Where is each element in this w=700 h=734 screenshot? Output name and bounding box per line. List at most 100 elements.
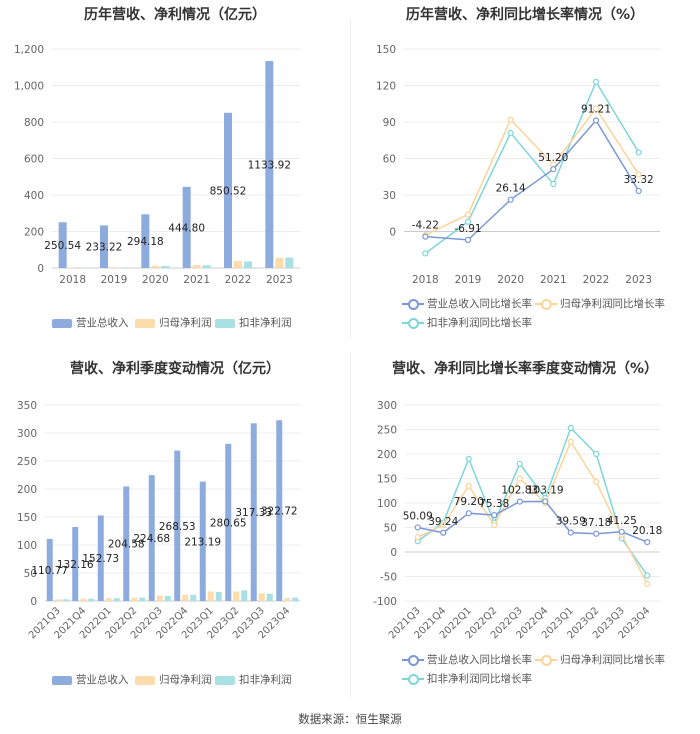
bar-deducted-profit <box>88 598 95 601</box>
point-deducted-profit-growth <box>592 78 600 85</box>
point-net-profit-growth <box>644 580 651 587</box>
y-tick-label: 60 <box>383 154 396 166</box>
y-tick-label: 100 <box>377 498 397 510</box>
y-tick-label: 150 <box>376 44 396 56</box>
data-label: 1133.92 <box>248 160 291 172</box>
legend-item-deducted-profit[interactable]: 扣非净利润 <box>215 315 292 330</box>
legend-label: 归母净利润 <box>159 317 212 329</box>
panel-divider-bottom <box>350 352 351 697</box>
bar-deducted-profit <box>164 595 171 601</box>
point-net-profit-growth <box>567 438 574 445</box>
bar-net-profit <box>284 598 291 601</box>
bar-net-profit <box>258 593 265 601</box>
bar-net-profit <box>105 598 112 601</box>
data-label: 50.09 <box>403 510 433 522</box>
bar-revenue <box>182 186 191 268</box>
x-tick-label: 2023 <box>266 274 293 286</box>
x-tick-label: 2018 <box>412 274 439 286</box>
x-tick-label: 2019 <box>101 274 128 286</box>
point-revenue-growth <box>491 511 498 519</box>
bar-deducted-profit <box>285 257 294 268</box>
legend-item-net-profit[interactable]: 归母净利润 <box>135 315 212 330</box>
data-label: 280.65 <box>210 517 247 529</box>
legend-item-deducted-profit[interactable]: 扣非净利润 <box>215 672 292 687</box>
data-label: 152.73 <box>82 553 119 565</box>
legend-label: 归母净利润同比增长率 <box>560 298 665 310</box>
point-deducted-profit-growth <box>550 180 557 188</box>
bar-deducted-profit <box>161 265 170 268</box>
annual-revenue-panel: 历年营收、净利情况（亿元） 0 200 400 600 800 1,000 1,200 250… <box>0 0 350 345</box>
legend-item-revenue[interactable]: 营业总收入 <box>52 315 129 330</box>
chart-title: 历年营收、净利同比增长率情况（%） <box>405 7 645 23</box>
legend-label: 归母净利润同比增长率 <box>560 654 665 666</box>
point-net-profit-growth <box>440 521 447 529</box>
legend-item-net-profit-growth[interactable]: 归母净利润同比增长率 <box>535 652 665 667</box>
data-label: 224.68 <box>133 533 170 545</box>
data-label: 204.58 <box>108 539 145 551</box>
line-net-profit-growth <box>417 440 648 585</box>
data-label: 250.54 <box>44 240 81 252</box>
y-tick-label: 0 <box>389 227 396 239</box>
bar-net-profit <box>151 265 160 268</box>
legend-swatch <box>535 299 557 310</box>
y-tick-label: 200 <box>17 484 37 496</box>
legend-item-deducted-profit-growth[interactable]: 扣非净利润同比增长率 <box>402 315 532 330</box>
data-label: 317.33 <box>235 507 272 519</box>
y-tick-label: 400 <box>24 190 44 202</box>
bar-revenue <box>97 515 104 601</box>
bar-revenue <box>123 486 130 601</box>
bar-deducted-profit <box>190 594 197 601</box>
y-tick-label: 50 <box>24 568 37 580</box>
bar-revenue <box>265 61 274 268</box>
data-label: 37.18 <box>581 517 611 529</box>
legend-item-revenue[interactable]: 营业总收入 <box>52 672 129 687</box>
data-label: 91.21 <box>581 104 611 116</box>
bar-revenue <box>224 112 232 269</box>
y-tick-label: -100 <box>373 596 397 608</box>
line-deducted-profit-growth <box>417 426 648 576</box>
point-net-profit-growth <box>491 521 498 529</box>
legend-label: 营业总收入 <box>76 674 129 686</box>
bar-revenue <box>276 420 283 601</box>
legend-item-deducted-profit-growth[interactable]: 扣非净利润同比增长率 <box>402 671 532 686</box>
legend-label: 营业总收入同比增长率 <box>427 298 532 310</box>
y-tick-label: 1,000 <box>14 81 44 93</box>
point-revenue-growth <box>593 530 600 537</box>
data-label: 20.18 <box>632 525 662 537</box>
legend-swatch <box>535 655 557 666</box>
legend-item-revenue-growth[interactable]: 营业总收入同比增长率 <box>402 652 532 667</box>
point-net-profit-growth <box>464 211 472 218</box>
bar-revenue <box>58 222 67 268</box>
bar-deducted-profit <box>62 599 69 601</box>
data-label: 51.20 <box>538 152 568 164</box>
y-tick-label: 120 <box>376 81 396 93</box>
y-tick-label: 0 <box>390 547 397 559</box>
y-tick-label: 300 <box>17 428 37 440</box>
legend-swatch <box>402 674 424 685</box>
point-revenue-growth <box>507 196 514 203</box>
legend-item-revenue-growth[interactable]: 营业总收入同比增长率 <box>402 296 532 311</box>
point-deducted-profit-growth <box>422 250 429 257</box>
data-label: 39.24 <box>428 516 458 528</box>
bar-revenue <box>100 225 108 268</box>
point-revenue-growth <box>550 166 557 173</box>
point-deducted-profit-growth <box>567 424 574 432</box>
point-deducted-profit-growth <box>465 455 472 463</box>
x-tick-label: 2022 <box>225 274 252 286</box>
point-deducted-profit-growth <box>464 218 472 225</box>
data-label: 444.80 <box>168 222 205 234</box>
legend-item-net-profit-growth[interactable]: 归母净利润同比增长率 <box>535 296 665 311</box>
bar-net-profit <box>54 599 61 601</box>
data-label: 102.83 <box>501 485 538 497</box>
legend-item-net-profit[interactable]: 归母净利润 <box>135 672 212 687</box>
bar-revenue <box>72 526 79 601</box>
chart-title: 营收、净利季度变动情况（亿元） <box>70 361 280 377</box>
y-tick-label: 0 <box>37 263 44 275</box>
bar-deducted-profit <box>113 598 120 601</box>
annual-growth-panel: 历年营收、净利同比增长率情况（%） 0 30 60 90 120 150 -4.22 -6.9… <box>350 0 700 345</box>
legend-swatch <box>402 299 424 310</box>
data-label: 39.59 <box>556 516 586 528</box>
data-label: -6.91 <box>454 223 481 235</box>
y-tick-label: 250 <box>377 425 397 437</box>
